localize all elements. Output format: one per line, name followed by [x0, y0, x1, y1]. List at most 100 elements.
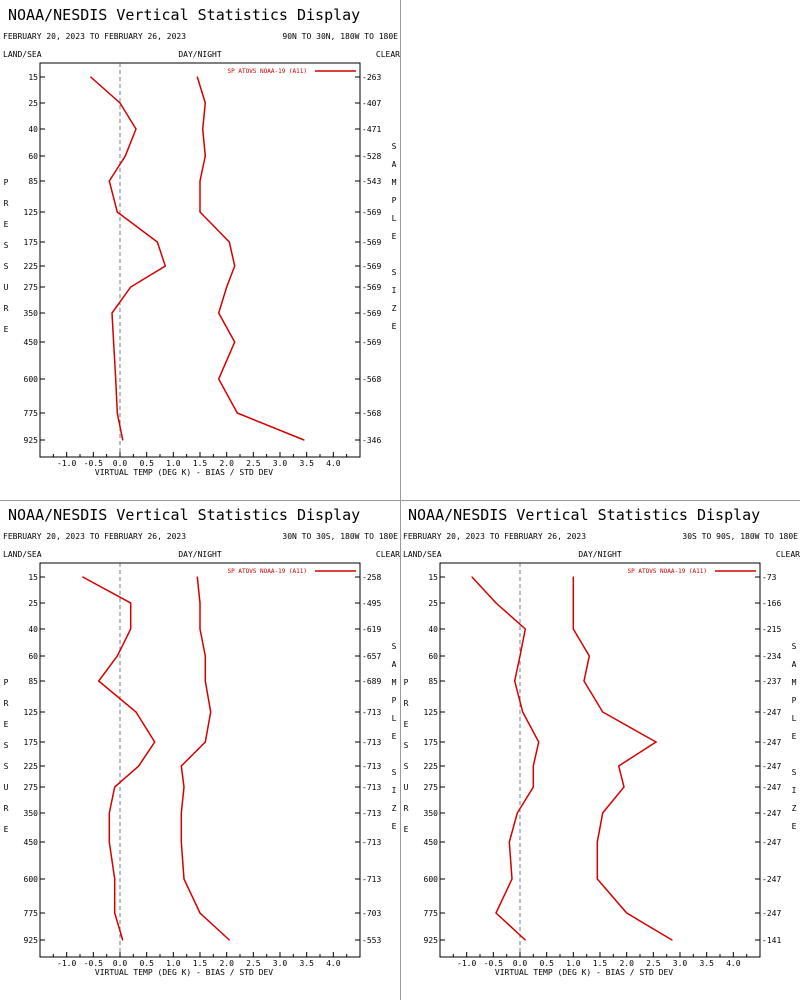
sample-size-axis-letter: E: [392, 732, 397, 741]
sample-size-label: -713: [362, 783, 381, 792]
y-axis-label-letter: S: [404, 741, 409, 750]
sample-size-axis-letter: I: [792, 786, 797, 795]
pressure-level-label: 925: [424, 936, 439, 945]
bias-point: [516, 812, 518, 814]
pressure-level-label: 925: [24, 436, 39, 445]
sample-size-axis-letter: M: [792, 678, 797, 687]
y-axis-label-letter: S: [4, 762, 9, 771]
pressure-level-label: 175: [24, 738, 39, 747]
x-tick-label: 2.0: [219, 959, 234, 968]
pressure-level-label: 775: [24, 409, 39, 418]
bias-point: [508, 841, 510, 843]
x-tick-label: -0.5: [84, 959, 103, 968]
sample-size-label: -263: [362, 73, 381, 82]
sample-size-axis-letter: S: [792, 642, 797, 651]
std_dev-point: [572, 576, 574, 578]
y-axis-label-letter: S: [404, 762, 409, 771]
bias-point: [135, 711, 137, 713]
sample-size-axis-letter: A: [392, 160, 397, 169]
std_dev-point: [226, 286, 228, 288]
pressure-level-label: 275: [24, 783, 39, 792]
day-night-label: DAY/NIGHT: [578, 550, 622, 559]
bias-point: [130, 286, 132, 288]
bias-point: [114, 786, 116, 788]
pressure-level-label: 275: [424, 783, 439, 792]
std_dev-point: [204, 680, 206, 682]
vertical-stats-chart: NOAA/NESDIS Vertical Statistics Display F…: [3, 506, 400, 977]
std_dev-point: [228, 241, 230, 243]
y-axis-label-letter: E: [4, 325, 9, 334]
pressure-level-label: 225: [424, 762, 439, 771]
pressure-level-label: 350: [24, 309, 39, 318]
x-tick-label: 3.5: [299, 959, 314, 968]
pressure-level-label: 40: [28, 125, 38, 134]
pressure-level-label: 15: [428, 573, 438, 582]
bias-point: [114, 878, 116, 880]
bias-point: [116, 655, 118, 657]
pressure-level-label: 60: [428, 652, 438, 661]
x-tick-label: 3.0: [273, 959, 288, 968]
sample-size-axis-letter: I: [392, 786, 397, 795]
sample-size-axis-letter: Z: [392, 804, 397, 813]
std_dev-point: [199, 211, 201, 213]
bias-point: [524, 939, 526, 941]
x-axis-label: VIRTUAL TEMP (DEG K) - BIAS / STD DEV: [495, 968, 673, 977]
sample-size-label: -247: [762, 738, 781, 747]
sample-size-label: -247: [762, 875, 781, 884]
y-axis-label-letter: R: [4, 304, 9, 313]
std_dev-point: [199, 628, 201, 630]
std_dev-point: [626, 912, 628, 914]
std_dev-point: [602, 812, 604, 814]
bias-point: [122, 439, 124, 441]
x-tick-label: 2.5: [246, 459, 261, 468]
y-axis-label-letter: E: [4, 220, 9, 229]
x-tick-label: 1.0: [566, 959, 581, 968]
sample-size-axis-letter: E: [392, 232, 397, 241]
pressure-level-label: 600: [424, 875, 439, 884]
sample-size-label: -234: [762, 652, 781, 661]
pressure-level-label: 15: [28, 73, 38, 82]
bias-point: [122, 939, 124, 941]
x-tick-label: 0.5: [139, 959, 154, 968]
std_dev-point: [204, 655, 206, 657]
pressure-level-label: 85: [28, 177, 38, 186]
std_dev-point: [583, 680, 585, 682]
x-tick-label: 1.5: [193, 459, 208, 468]
std_dev-point: [210, 711, 212, 713]
std_dev-point: [204, 155, 206, 157]
legend-label: SP ATOVS NOAA-19 (A11): [228, 68, 307, 75]
sample-size-label: -407: [362, 99, 381, 108]
x-tick-label: -1.0: [457, 959, 476, 968]
sample-size-label: -247: [762, 909, 781, 918]
stats-panel-south: NOAA/NESDIS Vertical Statistics Display F…: [400, 500, 800, 1000]
sample-size-label: -247: [762, 783, 781, 792]
sample-size-axis-letter: E: [792, 822, 797, 831]
sample-size-label: -689: [362, 677, 381, 686]
bias-point: [495, 912, 497, 914]
std_dev-point: [602, 711, 604, 713]
sample-size-axis-letter: S: [392, 142, 397, 151]
std_dev-point: [202, 128, 204, 130]
std_dev-point: [199, 180, 201, 182]
std_dev-point: [596, 878, 598, 880]
y-axis-label-letter: P: [4, 178, 9, 187]
x-tick-label: 1.0: [166, 459, 181, 468]
sample-size-label: -713: [362, 738, 381, 747]
x-tick-label: -0.5: [484, 959, 503, 968]
sample-size-axis-letter: M: [392, 678, 397, 687]
sample-size-label: -141: [762, 936, 781, 945]
pressure-level-label: 15: [28, 573, 38, 582]
clear-label: CLEAR: [376, 550, 400, 559]
x-tick-label: 4.0: [326, 459, 341, 468]
pressure-level-label: 40: [428, 625, 438, 634]
sample-size-label: -73: [762, 573, 777, 582]
pressure-level-label: 775: [24, 909, 39, 918]
std_dev-point: [196, 576, 198, 578]
bias-profile-line: [90, 76, 167, 441]
bias-point: [522, 711, 524, 713]
sample-size-label: -657: [362, 652, 381, 661]
bias-point: [115, 378, 117, 380]
sample-size-label: -247: [762, 708, 781, 717]
y-axis-label-letter: E: [404, 825, 409, 834]
bias-point: [108, 812, 110, 814]
